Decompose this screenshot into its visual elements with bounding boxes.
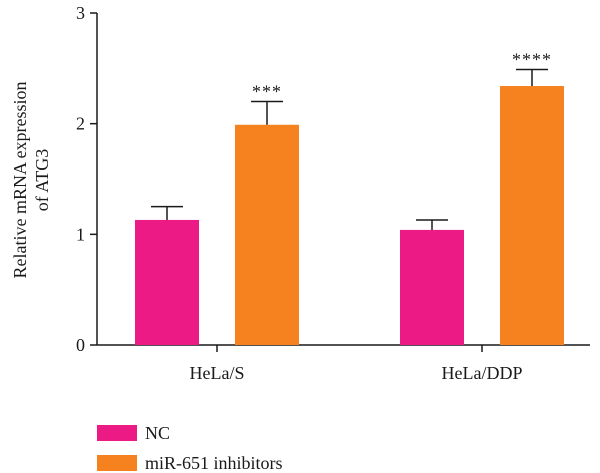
bars <box>135 86 564 345</box>
x-tick-label: HeLa/S <box>190 363 245 383</box>
y-axis-label-line-2: of ATG3 <box>32 149 52 212</box>
x-tick-labels: HeLa/S HeLa/DDP <box>190 345 523 383</box>
significance-mark: **** <box>512 49 552 69</box>
bar <box>400 229 464 345</box>
bar <box>235 124 299 345</box>
legend-label: miR-651 inhibitors <box>145 453 283 473</box>
legend-swatch <box>97 425 137 441</box>
bar <box>500 86 564 345</box>
legend: NC miR-651 inhibitors <box>97 423 283 473</box>
bar <box>135 219 199 345</box>
y-axis-label-line-1: Relative mRNA expression <box>10 82 30 279</box>
y-ticks: 0 1 2 3 <box>76 3 97 355</box>
y-tick-label: 2 <box>76 114 85 134</box>
y-axis-label: Relative mRNA expression of ATG3 <box>10 82 52 279</box>
legend-swatch <box>97 455 137 471</box>
y-tick-label: 3 <box>76 3 85 23</box>
error-bars <box>151 68 548 230</box>
x-tick-label: HeLa/DDP <box>442 363 523 383</box>
y-tick-label: 0 <box>76 335 85 355</box>
significance-marks: ******* <box>252 49 552 102</box>
y-tick-label: 1 <box>76 224 85 244</box>
legend-label: NC <box>145 423 170 443</box>
significance-mark: *** <box>252 82 282 102</box>
